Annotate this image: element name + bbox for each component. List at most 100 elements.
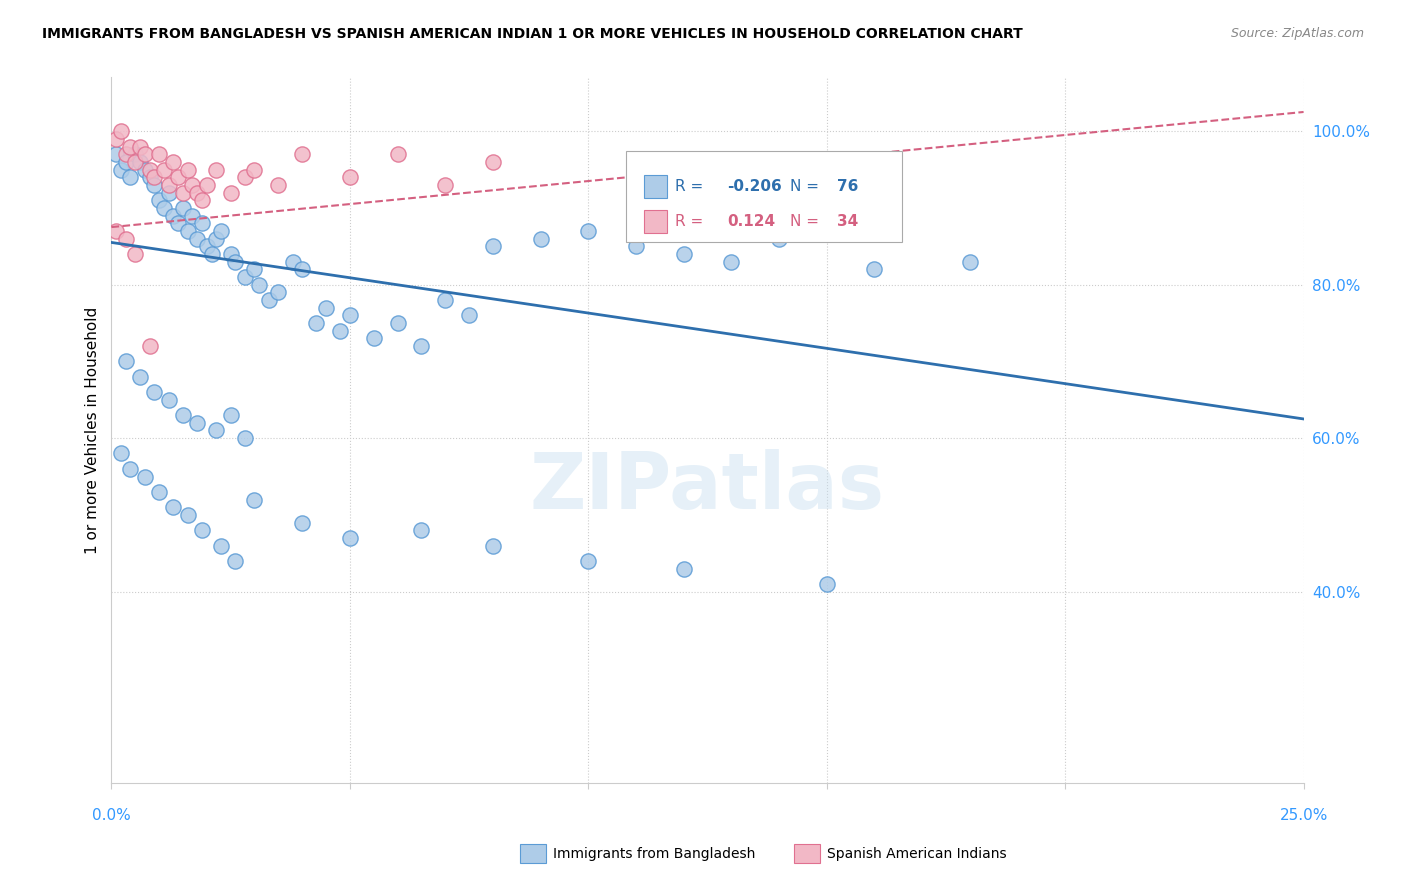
Point xyxy=(129,369,152,384)
Point xyxy=(205,231,228,245)
Point xyxy=(120,170,142,185)
Point xyxy=(172,201,194,215)
Point xyxy=(224,254,246,268)
Point xyxy=(291,262,314,277)
Point xyxy=(243,162,266,177)
Point xyxy=(120,462,142,476)
Point xyxy=(329,324,352,338)
Point xyxy=(134,469,156,483)
Point xyxy=(191,193,214,207)
Point xyxy=(387,316,409,330)
Point xyxy=(482,239,505,253)
Point xyxy=(205,424,228,438)
Point xyxy=(172,408,194,422)
Point xyxy=(153,162,176,177)
Point xyxy=(200,247,222,261)
Point xyxy=(114,231,136,245)
Point xyxy=(482,154,505,169)
Point xyxy=(247,277,270,292)
Point xyxy=(181,178,204,192)
Point xyxy=(434,178,457,192)
Point xyxy=(233,270,256,285)
Point xyxy=(162,500,184,515)
Point xyxy=(191,216,214,230)
Point xyxy=(233,431,256,445)
Point xyxy=(186,416,208,430)
Text: R =: R = xyxy=(675,179,703,194)
Point xyxy=(233,170,256,185)
Y-axis label: 1 or more Vehicles in Household: 1 or more Vehicles in Household xyxy=(86,307,100,554)
Point xyxy=(339,309,361,323)
Point xyxy=(672,247,695,261)
Point xyxy=(624,239,647,253)
Point xyxy=(339,170,361,185)
Point xyxy=(720,254,742,268)
Point xyxy=(143,178,166,192)
Point xyxy=(219,408,242,422)
Point xyxy=(172,186,194,200)
Point xyxy=(148,147,170,161)
Text: ZIPatlas: ZIPatlas xyxy=(530,449,884,525)
Point xyxy=(114,354,136,368)
Text: -0.206: -0.206 xyxy=(727,179,782,194)
Point xyxy=(209,539,232,553)
Point xyxy=(181,209,204,223)
Point xyxy=(186,231,208,245)
Text: 0.124: 0.124 xyxy=(727,213,776,228)
Point xyxy=(267,285,290,300)
Point xyxy=(177,162,200,177)
Point xyxy=(148,484,170,499)
Point xyxy=(138,162,160,177)
Point xyxy=(148,193,170,207)
Point xyxy=(291,147,314,161)
Point xyxy=(167,170,190,185)
Point xyxy=(191,523,214,537)
Text: 34: 34 xyxy=(838,213,859,228)
Point xyxy=(124,247,146,261)
Point xyxy=(219,186,242,200)
Point xyxy=(363,331,385,345)
Point xyxy=(205,162,228,177)
Point xyxy=(153,201,176,215)
Point xyxy=(281,254,304,268)
Point xyxy=(186,186,208,200)
Point xyxy=(177,508,200,522)
Point xyxy=(291,516,314,530)
Point xyxy=(243,262,266,277)
Point xyxy=(114,147,136,161)
Point xyxy=(387,147,409,161)
Point xyxy=(315,301,337,315)
Text: Spanish American Indians: Spanish American Indians xyxy=(827,847,1007,861)
Point xyxy=(105,132,128,146)
Point xyxy=(138,339,160,353)
Point xyxy=(339,531,361,545)
Point xyxy=(157,178,180,192)
Point xyxy=(143,385,166,400)
Point xyxy=(219,247,242,261)
Point xyxy=(305,316,328,330)
Text: Immigrants from Bangladesh: Immigrants from Bangladesh xyxy=(553,847,755,861)
Point xyxy=(195,239,218,253)
Point xyxy=(110,446,132,460)
Point xyxy=(157,186,180,200)
Point xyxy=(959,254,981,268)
Point xyxy=(105,224,128,238)
Point xyxy=(110,124,132,138)
Point xyxy=(162,209,184,223)
Point xyxy=(815,577,838,591)
Point xyxy=(529,231,551,245)
Point xyxy=(129,154,152,169)
Text: N =: N = xyxy=(790,179,820,194)
Point xyxy=(768,231,790,245)
Point xyxy=(195,178,218,192)
Point xyxy=(458,309,481,323)
Point xyxy=(672,561,695,575)
Text: 25.0%: 25.0% xyxy=(1279,808,1327,823)
Text: 0.0%: 0.0% xyxy=(91,808,131,823)
Point xyxy=(209,224,232,238)
Text: R =: R = xyxy=(675,213,703,228)
Point xyxy=(157,392,180,407)
Point xyxy=(267,178,290,192)
Point xyxy=(482,539,505,553)
Point xyxy=(134,147,156,161)
